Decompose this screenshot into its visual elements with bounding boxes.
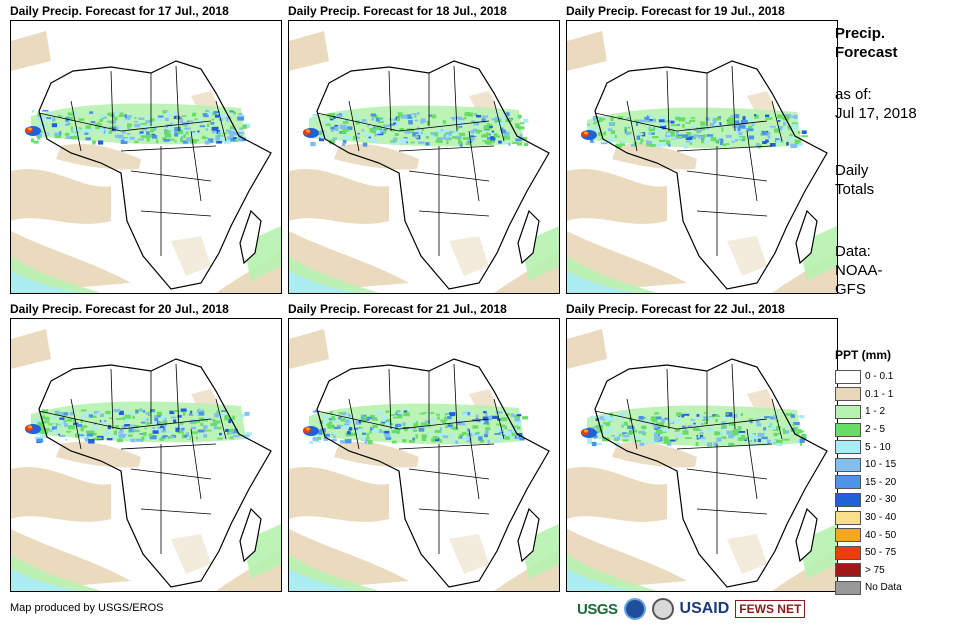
forecast-panel-4: Daily Precip. Forecast for 20 Jul., 2018 (10, 302, 282, 592)
legend-label: 5 - 10 (865, 441, 891, 453)
noaa-logo-icon (623, 598, 646, 620)
panel-title: Daily Precip. Forecast for 21 Jul., 2018 (288, 302, 507, 316)
map-canvas (567, 31, 837, 293)
forecast-panel-6: Daily Precip. Forecast for 22 Jul., 2018 (566, 302, 838, 592)
legend-item: No Data (835, 579, 960, 597)
legend-swatch (835, 457, 861, 472)
legend-item: 15 - 20 (835, 474, 960, 492)
legend-item: 0.1 - 1 (835, 386, 960, 404)
legend-label: No Data (865, 582, 902, 594)
forecast-panel-3: Daily Precip. Forecast for 19 Jul., 2018 (566, 4, 838, 294)
panel-title: Daily Precip. Forecast for 18 Jul., 2018 (288, 4, 507, 18)
totals-note: Daily Totals (835, 161, 874, 199)
forecast-map (10, 20, 282, 294)
legend-item: 30 - 40 (835, 509, 960, 527)
map-canvas (567, 329, 837, 591)
usgs-logo: USGS (577, 600, 618, 618)
legend-item: 5 - 10 (835, 438, 960, 456)
map-heading: Precip. Forecast (835, 24, 898, 62)
legend-rows: 0 - 0.1 0.1 - 1 1 - 2 2 - 5 5 - 10 10 - 15 15 … (835, 368, 960, 597)
legend-item: 1 - 2 (835, 403, 960, 421)
legend-label: 2 - 5 (865, 424, 886, 436)
map-credit: Map produced by USGS/EROS (10, 602, 164, 614)
usaid-logo: USAID (679, 600, 730, 617)
legend-item: 0 - 0.1 (835, 368, 960, 386)
map-canvas (289, 31, 559, 293)
legend-swatch (835, 369, 861, 384)
legend-label: 15 - 20 (865, 476, 897, 488)
as-of-label: as of: (835, 86, 872, 103)
precip-legend: PPT (mm) 0 - 0.1 0.1 - 1 1 - 2 2 - 5 5 - 10 1… (835, 348, 960, 597)
forecast-map (288, 20, 560, 294)
source-line: Data: (835, 243, 871, 260)
forecast-map (288, 318, 560, 592)
legend-swatch (835, 387, 861, 402)
totals-line: Totals (835, 181, 875, 198)
panel-title: Daily Precip. Forecast for 17 Jul., 2018 (10, 4, 229, 18)
legend-swatch (835, 492, 861, 507)
heading-line: Forecast (835, 44, 898, 61)
fews-net-logo: FEWS NET (735, 600, 806, 618)
map-canvas (11, 31, 281, 293)
totals-line: Daily (835, 162, 869, 179)
legend-label: 30 - 40 (865, 512, 897, 524)
legend-swatch (835, 440, 861, 455)
legend-item: 40 - 50 (835, 526, 960, 544)
source-line: NOAA- (835, 262, 883, 279)
legend-label: 0.1 - 1 (865, 388, 894, 400)
forecast-map (10, 318, 282, 592)
legend-swatch (835, 404, 861, 419)
as-of-date: as of: Jul 17, 2018 (835, 85, 917, 123)
legend-item: 2 - 5 (835, 421, 960, 439)
panel-title: Daily Precip. Forecast for 19 Jul., 2018 (566, 4, 785, 18)
heading-line: Precip. (835, 25, 886, 42)
forecast-panel-2: Daily Precip. Forecast for 18 Jul., 2018 (288, 4, 560, 294)
legend-swatch (835, 563, 861, 578)
legend-item: 20 - 30 (835, 491, 960, 509)
legend-swatch (835, 545, 861, 560)
forecast-panel-1: Daily Precip. Forecast for 17 Jul., 2018 (10, 4, 282, 294)
legend-swatch (835, 422, 861, 437)
as-of-value: Jul 17, 2018 (835, 105, 917, 122)
legend-label: 40 - 50 (865, 529, 897, 541)
forecast-panel-5: Daily Precip. Forecast for 21 Jul., 2018 (288, 302, 560, 592)
legend-swatch (835, 580, 861, 595)
legend-item: 50 - 75 (835, 544, 960, 562)
legend-label: > 75 (865, 564, 885, 576)
legend-item: > 75 (835, 562, 960, 580)
legend-swatch (835, 475, 861, 490)
legend-label: 50 - 75 (865, 547, 897, 559)
legend-swatch (835, 510, 861, 525)
forecast-map (566, 20, 838, 294)
legend-label: 10 - 15 (865, 459, 897, 471)
data-source: Data: NOAA- GFS (835, 242, 883, 299)
panel-title: Daily Precip. Forecast for 22 Jul., 2018 (566, 302, 785, 316)
legend-label: 0 - 0.1 (865, 371, 894, 383)
partner-logos: USGS USAID FEWS NET (577, 596, 806, 622)
source-line: GFS (835, 281, 866, 298)
legend-title: PPT (mm) (835, 348, 892, 362)
forecast-map (566, 318, 838, 592)
seal-logo-icon (651, 598, 674, 620)
legend-label: 1 - 2 (865, 406, 886, 418)
legend-item: 10 - 15 (835, 456, 960, 474)
map-canvas (289, 329, 559, 591)
panel-title: Daily Precip. Forecast for 20 Jul., 2018 (10, 302, 229, 316)
legend-label: 20 - 30 (865, 494, 897, 506)
legend-swatch (835, 528, 861, 543)
map-canvas (11, 329, 281, 591)
